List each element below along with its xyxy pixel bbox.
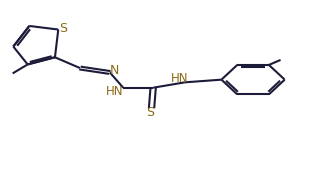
Text: N: N [110, 64, 119, 77]
Text: HN: HN [106, 85, 124, 98]
Text: HN: HN [171, 72, 188, 85]
Text: S: S [59, 22, 67, 35]
Text: S: S [146, 106, 154, 119]
